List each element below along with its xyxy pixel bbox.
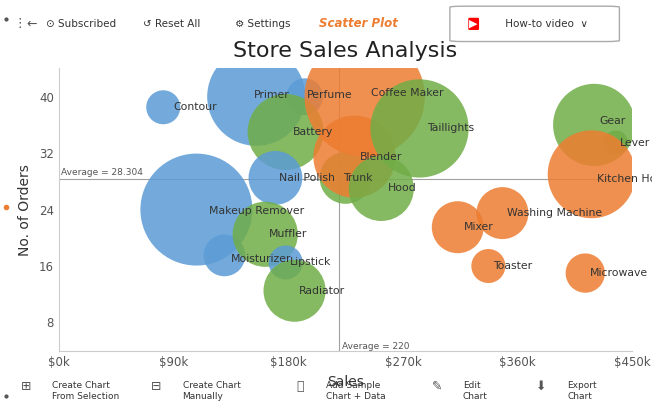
Text: ✎: ✎ <box>432 380 442 393</box>
Point <box>158 104 168 110</box>
Text: Battery: Battery <box>293 127 334 137</box>
Text: ←: ← <box>26 17 37 30</box>
Text: Create Chart
From Selection: Create Chart From Selection <box>52 381 119 401</box>
Text: ⊞: ⊞ <box>21 380 31 393</box>
Text: Kitchen Hood: Kitchen Hood <box>597 174 652 184</box>
Text: ⋮: ⋮ <box>13 17 25 30</box>
Point <box>580 270 591 276</box>
Text: Toaster: Toaster <box>494 261 533 271</box>
Point <box>414 125 424 132</box>
Point <box>340 174 351 181</box>
Text: Nail Polish: Nail Polish <box>279 173 335 183</box>
X-axis label: Sales: Sales <box>327 376 364 390</box>
Point <box>251 93 261 100</box>
Point <box>299 93 310 100</box>
Point <box>280 129 291 135</box>
Text: ▶: ▶ <box>469 19 478 29</box>
Text: ⊙ Subscribed: ⊙ Subscribed <box>46 19 116 29</box>
Point <box>483 263 494 269</box>
Text: Makeup Remover: Makeup Remover <box>209 206 304 216</box>
Text: Scatter Plot: Scatter Plot <box>319 17 398 30</box>
Point <box>270 174 280 181</box>
FancyBboxPatch shape <box>450 6 619 42</box>
Point <box>497 210 508 217</box>
Text: Muffler: Muffler <box>269 229 308 239</box>
Text: Contour: Contour <box>173 102 217 112</box>
Point <box>376 185 387 192</box>
Point <box>349 153 360 160</box>
Text: Mixer: Mixer <box>464 222 494 232</box>
Text: Average = 220: Average = 220 <box>342 342 409 351</box>
Title: Store Sales Analysis: Store Sales Analysis <box>233 42 458 61</box>
Text: Create Chart
Manually: Create Chart Manually <box>183 381 241 401</box>
Point <box>260 231 271 237</box>
Y-axis label: No. of Orders: No. of Orders <box>18 164 32 256</box>
Text: 📊: 📊 <box>296 380 304 393</box>
Text: Average = 28.304: Average = 28.304 <box>61 168 143 177</box>
Text: ↺ Reset All: ↺ Reset All <box>143 19 201 29</box>
Text: Export
Chart: Export Chart <box>567 381 597 401</box>
Point <box>219 252 230 259</box>
Point <box>611 139 621 146</box>
Text: Gear: Gear <box>599 116 625 127</box>
Text: Hood: Hood <box>388 183 417 193</box>
Text: Radiator: Radiator <box>299 286 344 296</box>
Text: Lever: Lever <box>619 137 650 148</box>
Text: ⚙ Settings: ⚙ Settings <box>235 19 290 29</box>
Text: Moisturizer: Moisturizer <box>231 254 291 264</box>
Point <box>589 122 599 128</box>
Text: How-to video  ∨: How-to video ∨ <box>502 19 588 29</box>
Text: Perfume: Perfume <box>307 90 353 100</box>
Text: Trunk: Trunk <box>343 173 372 183</box>
Text: ⊟: ⊟ <box>151 380 162 393</box>
Point <box>359 93 370 100</box>
Point <box>280 259 291 266</box>
Text: Add Sample
Chart + Data: Add Sample Chart + Data <box>326 381 385 401</box>
Point <box>586 171 597 178</box>
Point <box>289 287 300 294</box>
Text: Washing Machine: Washing Machine <box>507 208 602 218</box>
Point <box>452 224 463 231</box>
Text: Edit
Chart: Edit Chart <box>463 381 488 401</box>
Text: Primer: Primer <box>254 90 289 100</box>
Text: Lipstick: Lipstick <box>289 257 331 268</box>
Point <box>191 206 201 213</box>
Text: Taillights: Taillights <box>427 123 474 134</box>
Text: Coffee Maker: Coffee Maker <box>371 88 443 98</box>
Text: ⬇: ⬇ <box>536 380 546 393</box>
Text: Blender: Blender <box>360 151 402 162</box>
Text: Microwave: Microwave <box>590 268 649 278</box>
